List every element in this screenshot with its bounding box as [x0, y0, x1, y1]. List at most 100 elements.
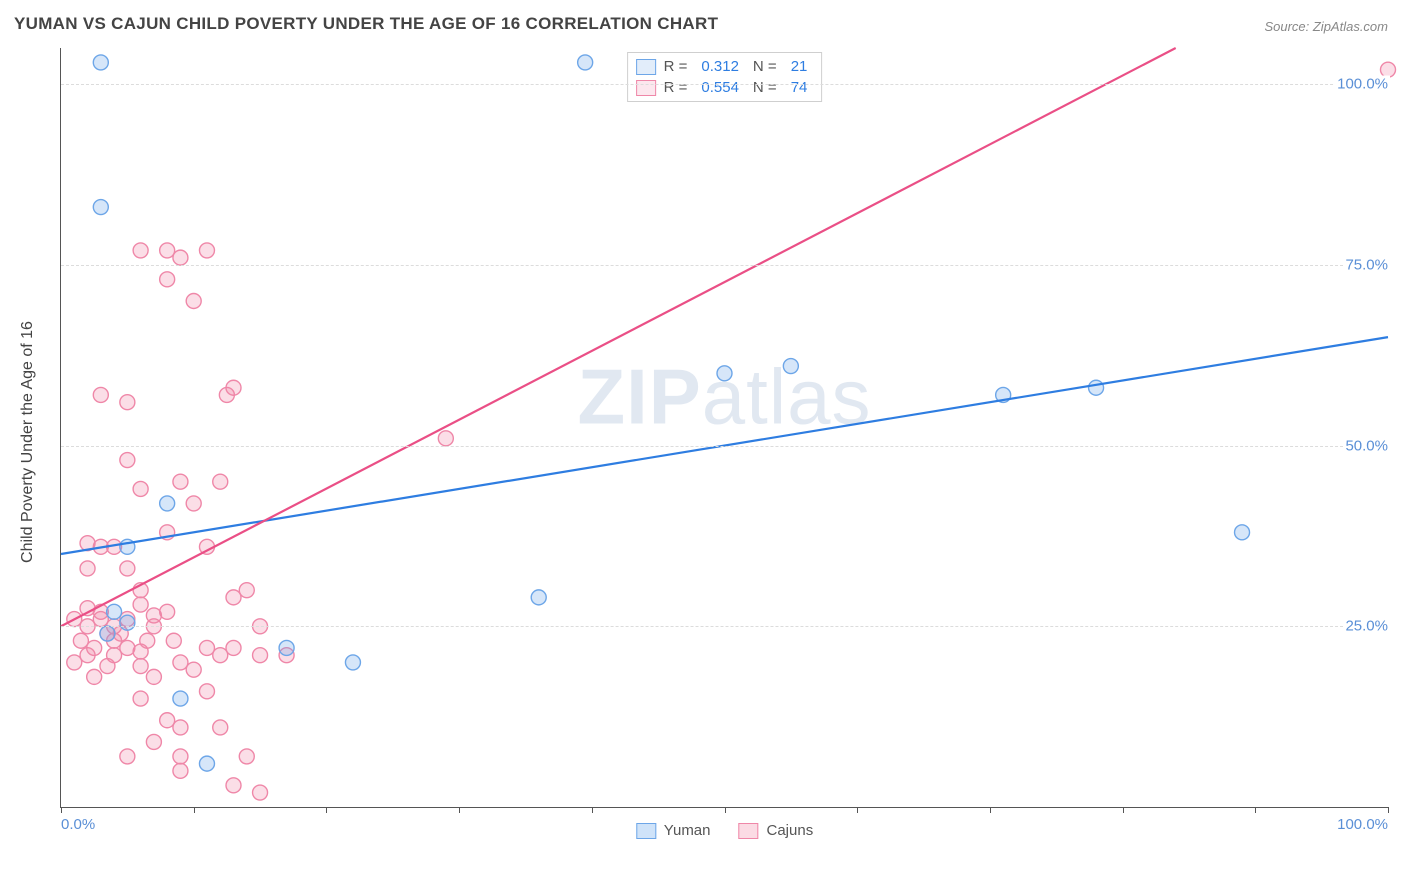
scatter-point — [173, 720, 188, 735]
scatter-point — [186, 496, 201, 511]
scatter-point — [783, 359, 798, 374]
bottom-legend: Yuman Cajuns — [636, 822, 813, 839]
scatter-point — [199, 756, 214, 771]
x-tick — [725, 807, 726, 813]
scatter-point — [133, 691, 148, 706]
gridline-horizontal — [61, 446, 1388, 447]
y-tick-label: 25.0% — [1343, 618, 1390, 635]
legend-label: Yuman — [664, 822, 711, 839]
scatter-point — [173, 250, 188, 265]
legend-label: Cajuns — [767, 822, 814, 839]
scatter-point — [120, 453, 135, 468]
legend-swatch — [636, 80, 656, 96]
scatter-point — [226, 590, 241, 605]
scatter-point — [146, 734, 161, 749]
scatter-point — [717, 366, 732, 381]
scatter-point — [93, 55, 108, 70]
scatter-point — [279, 640, 294, 655]
scatter-point — [133, 659, 148, 674]
regression-line — [61, 48, 1176, 626]
scatter-point — [578, 55, 593, 70]
scatter-point — [160, 243, 175, 258]
stat-r-value: 0.312 — [701, 56, 739, 77]
y-tick-label: 100.0% — [1335, 76, 1390, 93]
stats-legend-row: R =0.312N =21 — [636, 56, 814, 77]
scatter-point — [87, 640, 102, 655]
x-tick — [1388, 807, 1389, 813]
x-tick — [1255, 807, 1256, 813]
scatter-point — [140, 633, 155, 648]
scatter-point — [93, 387, 108, 402]
scatter-point — [80, 561, 95, 576]
scatter-point — [239, 583, 254, 598]
scatter-point — [531, 590, 546, 605]
scatter-point — [253, 648, 268, 663]
chart-header: YUMAN VS CAJUN CHILD POVERTY UNDER THE A… — [0, 0, 1406, 40]
stats-legend: R =0.312N =21R =0.554N =74 — [627, 52, 823, 102]
scatter-point — [239, 749, 254, 764]
x-tick — [326, 807, 327, 813]
scatter-point — [253, 785, 268, 800]
scatter-point — [186, 662, 201, 677]
scatter-point — [160, 604, 175, 619]
y-tick-label: 75.0% — [1343, 256, 1390, 273]
scatter-point — [1235, 525, 1250, 540]
scatter-point — [93, 612, 108, 627]
scatter-point — [133, 243, 148, 258]
scatter-point — [120, 615, 135, 630]
scatter-point — [173, 749, 188, 764]
x-tick-label: 0.0% — [61, 816, 95, 833]
gridline-horizontal — [61, 626, 1388, 627]
scatter-point — [107, 604, 122, 619]
legend-swatch — [739, 823, 759, 839]
scatter-point — [166, 633, 181, 648]
legend-swatch — [636, 823, 656, 839]
scatter-point — [213, 474, 228, 489]
x-tick — [459, 807, 460, 813]
x-tick — [857, 807, 858, 813]
scatter-point — [120, 395, 135, 410]
scatter-point — [1089, 380, 1104, 395]
scatter-point — [73, 633, 88, 648]
scatter-point — [146, 669, 161, 684]
scatter-point — [438, 431, 453, 446]
x-tick-label: 100.0% — [1337, 816, 1388, 833]
source-value: ZipAtlas.com — [1313, 19, 1388, 34]
scatter-point — [226, 380, 241, 395]
scatter-point — [213, 648, 228, 663]
x-tick — [61, 807, 62, 813]
scatter-point — [133, 481, 148, 496]
scatter-point — [213, 720, 228, 735]
x-tick — [990, 807, 991, 813]
stat-r-label: R = — [664, 77, 688, 98]
scatter-point — [199, 243, 214, 258]
chart-title: YUMAN VS CAJUN CHILD POVERTY UNDER THE A… — [14, 14, 718, 34]
stat-n-value: 74 — [791, 77, 808, 98]
scatter-point — [173, 691, 188, 706]
scatter-point — [345, 655, 360, 670]
scatter-point — [160, 496, 175, 511]
scatter-point — [160, 713, 175, 728]
scatter-point — [160, 272, 175, 287]
gridline-horizontal — [61, 84, 1388, 85]
y-tick-label: 50.0% — [1343, 437, 1390, 454]
scatter-point — [226, 640, 241, 655]
scatter-point — [186, 294, 201, 309]
scatter-point — [67, 655, 82, 670]
stat-n-label: N = — [753, 77, 777, 98]
stat-r-label: R = — [664, 56, 688, 77]
scatter-svg — [61, 48, 1388, 807]
plot-container: Child Poverty Under the Age of 16 ZIPatl… — [48, 48, 1388, 836]
x-tick — [592, 807, 593, 813]
source-label: Source: — [1264, 19, 1312, 34]
x-tick — [194, 807, 195, 813]
stat-n-label: N = — [753, 56, 777, 77]
scatter-point — [173, 655, 188, 670]
scatter-point — [100, 626, 115, 641]
scatter-point — [199, 684, 214, 699]
scatter-point — [120, 561, 135, 576]
scatter-point — [133, 597, 148, 612]
scatter-point — [100, 659, 115, 674]
scatter-point — [120, 749, 135, 764]
stat-r-value: 0.554 — [701, 77, 739, 98]
